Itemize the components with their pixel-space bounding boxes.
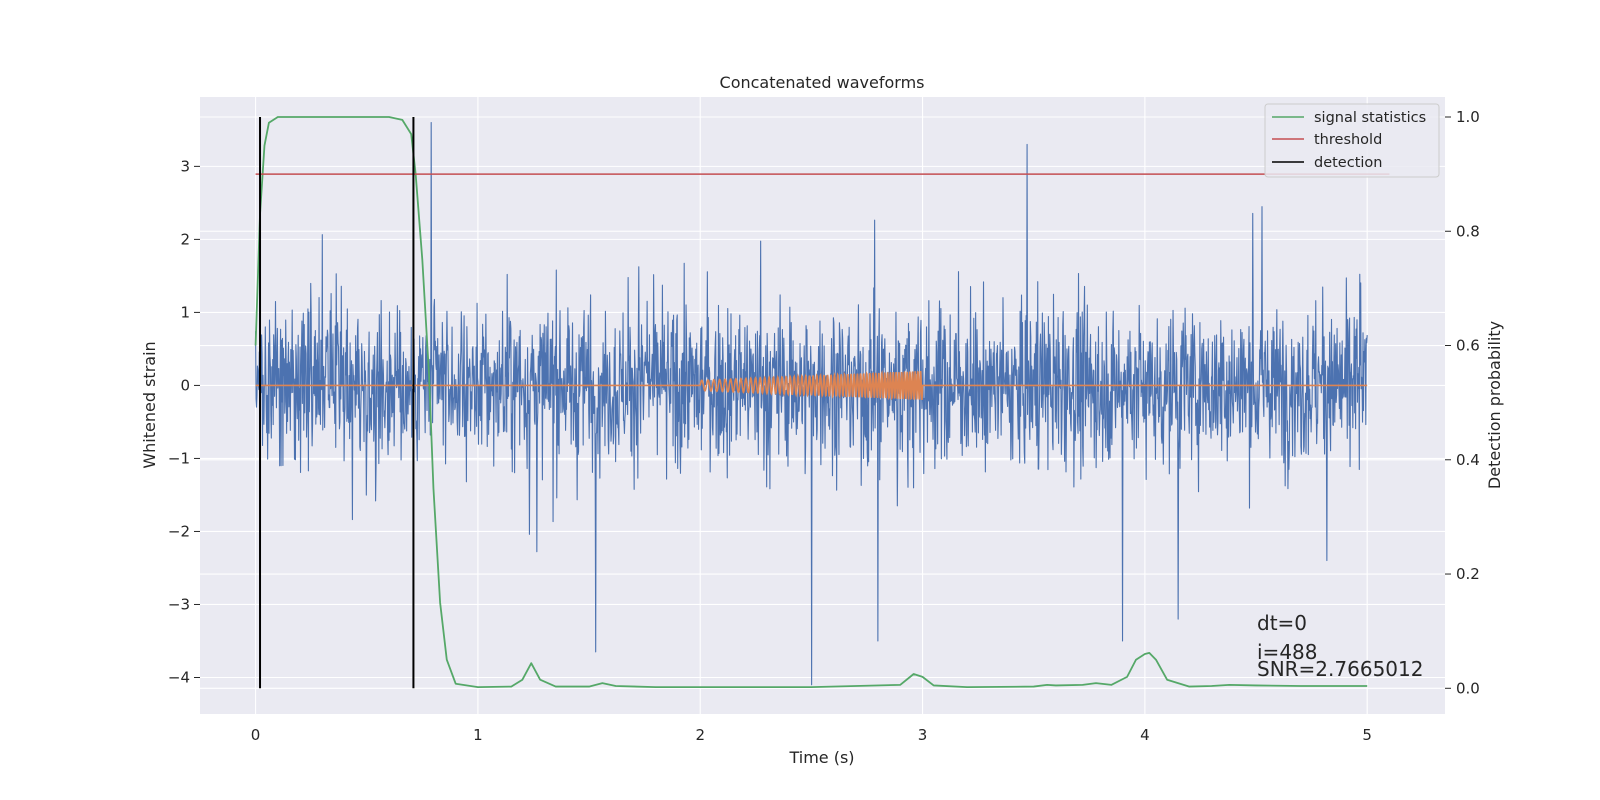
strain-series — [255, 122, 1368, 686]
signal-statistics-line — [254, 116, 1368, 689]
y2-axis-ticks: 0.0 0.2 0.4 0.6 0.8 1.0 — [1445, 108, 1480, 697]
annotation-dt: dt=0 — [1257, 611, 1307, 635]
chart-title: Concatenated waveforms — [720, 73, 925, 92]
y2-tick-label: 0.2 — [1456, 565, 1480, 583]
x-tick-label: 5 — [1362, 726, 1372, 744]
strain-line — [255, 122, 1368, 686]
y-tick-label: −4 — [168, 668, 190, 686]
x-axis-ticks: 0 1 2 3 4 5 — [251, 726, 1372, 744]
y-tick-label: 2 — [180, 230, 190, 248]
annotation-snr: SNR=2.7665012 — [1257, 657, 1423, 681]
y-tick-label: −2 — [168, 522, 190, 540]
annotation-index: i=488 — [1257, 640, 1318, 664]
y-axis-label: Whitened strain — [140, 341, 159, 468]
x-tick-label: 0 — [251, 726, 261, 744]
detection-series — [259, 116, 415, 689]
y-tick-label: 3 — [180, 157, 190, 175]
signal-statistics-series — [254, 116, 1368, 689]
legend: signal statistics threshold detection — [1264, 103, 1440, 178]
legend-box — [1264, 103, 1440, 178]
injected-series — [255, 370, 1368, 401]
y2-tick-label: 0.8 — [1456, 222, 1480, 240]
legend-label-signal-statistics: signal statistics — [1314, 110, 1426, 126]
x-tick-label: 3 — [918, 726, 928, 744]
y2-tick-label: 0.0 — [1456, 679, 1480, 697]
x-tick-label: 1 — [473, 726, 483, 744]
y2-tick-label: 1.0 — [1456, 108, 1480, 126]
y-axis-ticks: −4 −3 −2 −1 0 1 2 3 — [168, 157, 200, 686]
y-tick-label: −1 — [168, 449, 190, 467]
x-tick-label: 4 — [1140, 726, 1150, 744]
y2-axis-label: Detection probability — [1485, 321, 1504, 489]
x-axis-label: Time (s) — [788, 748, 854, 767]
injected-waveform-line — [255, 370, 1368, 401]
legend-label-threshold: threshold — [1314, 132, 1382, 148]
y2-tick-label: 0.4 — [1456, 451, 1480, 469]
y2-tick-label: 0.6 — [1456, 337, 1480, 355]
y-tick-label: 0 — [180, 376, 190, 394]
legend-label-detection: detection — [1314, 155, 1382, 171]
y-tick-label: −3 — [168, 595, 190, 613]
y-tick-label: 1 — [180, 303, 190, 321]
x-tick-label: 2 — [695, 726, 705, 744]
